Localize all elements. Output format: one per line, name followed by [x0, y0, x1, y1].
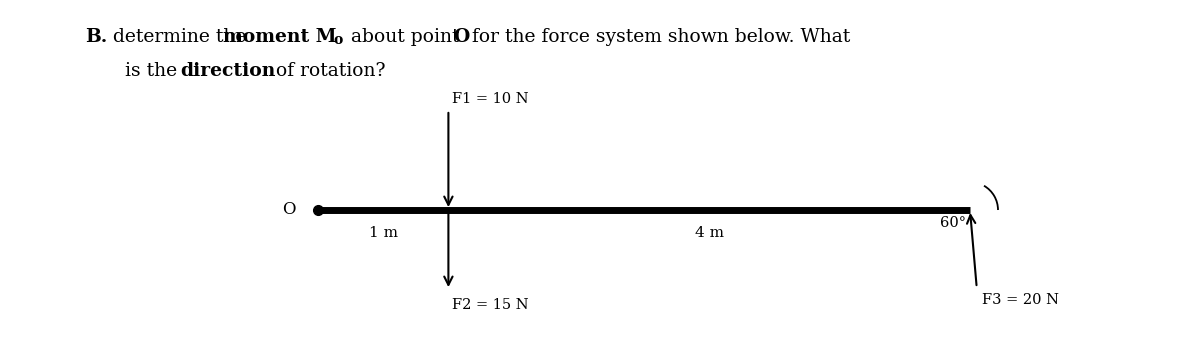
Text: 1 m: 1 m — [368, 226, 397, 240]
Text: about point: about point — [346, 28, 466, 46]
Text: moment M: moment M — [223, 28, 336, 46]
Text: direction: direction — [180, 62, 275, 80]
Text: O: O — [282, 201, 296, 219]
Text: F2 = 15 N: F2 = 15 N — [452, 298, 529, 312]
Text: is the: is the — [125, 62, 184, 80]
Text: for the force system shown below. What: for the force system shown below. What — [466, 28, 851, 46]
Text: O: O — [454, 28, 469, 46]
Text: F3 = 20 N: F3 = 20 N — [982, 293, 1058, 307]
Text: 4 m: 4 m — [695, 226, 724, 240]
Text: F1 = 10 N: F1 = 10 N — [452, 92, 529, 106]
Text: B.: B. — [85, 28, 107, 46]
Text: determine the: determine the — [107, 28, 252, 46]
Text: 60°: 60° — [940, 216, 966, 230]
Text: of rotation?: of rotation? — [270, 62, 385, 80]
Text: o: o — [334, 33, 342, 47]
